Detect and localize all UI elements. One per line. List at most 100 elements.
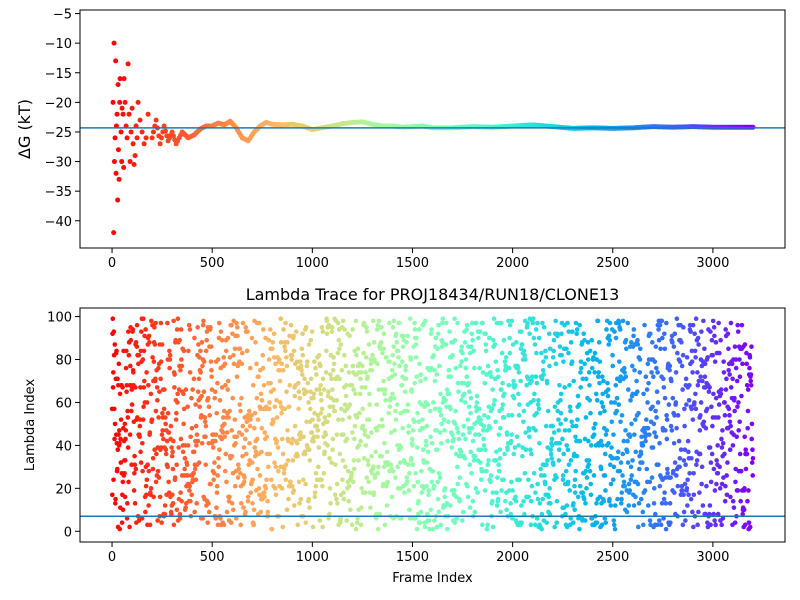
lambda-point — [263, 335, 268, 341]
lambda-point — [649, 475, 655, 480]
lambda-point — [308, 406, 313, 412]
lambda-point — [548, 451, 554, 457]
lambda-point — [355, 516, 360, 521]
lambda-point — [241, 445, 247, 450]
lambda-point — [439, 421, 444, 427]
lambda-point — [432, 406, 438, 412]
lambda-point — [717, 464, 722, 470]
lambda-point — [162, 503, 168, 508]
lambda-point — [543, 423, 549, 429]
lambda-point — [617, 468, 623, 474]
lambda-point — [535, 481, 540, 487]
lambda-point — [632, 417, 638, 422]
lambda-point — [289, 357, 294, 362]
lambda-point — [565, 479, 571, 485]
y-tick-label: −20 — [45, 96, 72, 111]
lambda-point — [129, 408, 134, 414]
lambda-point — [437, 475, 443, 480]
lambda-point — [143, 483, 149, 489]
lambda-point — [474, 320, 479, 326]
lambda-point — [478, 447, 484, 452]
lambda-point — [575, 494, 581, 500]
lambda-point — [497, 468, 502, 474]
lambda-point — [181, 348, 187, 354]
lambda-point — [337, 376, 342, 382]
lambda-point — [154, 385, 160, 390]
lambda-point — [424, 423, 430, 429]
lambda-point — [132, 462, 138, 468]
lambda-point — [500, 380, 505, 386]
lambda-point — [613, 335, 619, 341]
lambda-point — [597, 359, 603, 364]
lambda-point — [388, 462, 394, 468]
lambda-point — [174, 462, 179, 468]
lambda-point — [330, 387, 335, 392]
lambda-point — [516, 391, 521, 397]
lambda-point — [677, 359, 683, 364]
lambda-point — [474, 400, 480, 405]
lambda-point — [405, 408, 410, 414]
lambda-point — [323, 370, 329, 375]
lambda-point — [365, 458, 371, 463]
lambda-point — [598, 466, 604, 472]
lambda-point — [212, 389, 218, 395]
delta-g-point — [143, 135, 149, 141]
lambda-point — [354, 520, 360, 525]
lambda-point — [296, 406, 301, 412]
lambda-point — [589, 516, 595, 521]
lambda-point — [128, 363, 133, 369]
lambda-point — [463, 436, 468, 442]
lambda-point — [710, 352, 715, 358]
lambda-point — [373, 449, 378, 455]
lambda-point — [420, 417, 425, 422]
lambda-point — [741, 507, 747, 513]
lambda-point — [606, 333, 612, 339]
lambda-point — [284, 363, 290, 369]
delta-g-point — [141, 141, 147, 147]
lambda-point — [162, 387, 167, 392]
lambda-point — [746, 488, 751, 493]
lambda-point — [546, 494, 551, 500]
lambda-point — [623, 374, 629, 379]
lambda-point — [412, 380, 418, 386]
lambda-point — [192, 335, 197, 341]
lambda-point — [117, 391, 123, 397]
lambda-point — [567, 382, 572, 388]
lambda-point — [490, 524, 496, 530]
lambda-point — [342, 402, 348, 407]
lambda-point — [359, 385, 365, 390]
lambda-point — [495, 367, 500, 373]
lambda-point — [116, 361, 122, 367]
lambda-point — [137, 423, 143, 429]
lambda-point — [561, 451, 566, 457]
lambda-point — [286, 404, 292, 410]
lambda-point — [201, 318, 206, 324]
lambda-point — [291, 333, 296, 339]
lambda-point — [493, 359, 499, 364]
lambda-point — [245, 329, 250, 334]
lambda-point — [172, 385, 177, 390]
lambda-point — [647, 432, 652, 437]
lambda-point — [518, 378, 523, 384]
lambda-point — [513, 494, 518, 500]
lambda-point — [375, 526, 381, 532]
lambda-point — [349, 382, 355, 388]
lambda-point — [194, 501, 199, 506]
lambda-point — [129, 462, 134, 468]
lambda-point — [331, 355, 336, 360]
lambda-point — [526, 428, 532, 433]
lambda-point — [393, 408, 398, 414]
lambda-point — [264, 477, 269, 483]
lambda-point — [264, 434, 270, 440]
lambda-point — [622, 483, 628, 489]
lambda-point — [461, 423, 467, 429]
lambda-point — [457, 498, 462, 504]
lambda-point — [193, 423, 199, 429]
lambda-point — [486, 404, 492, 410]
y-tick-label: −30 — [45, 156, 72, 171]
lambda-point — [675, 350, 680, 356]
lambda-point — [279, 436, 285, 442]
lambda-point — [111, 406, 117, 412]
lambda-point — [311, 395, 316, 401]
lambda-point — [567, 404, 573, 410]
